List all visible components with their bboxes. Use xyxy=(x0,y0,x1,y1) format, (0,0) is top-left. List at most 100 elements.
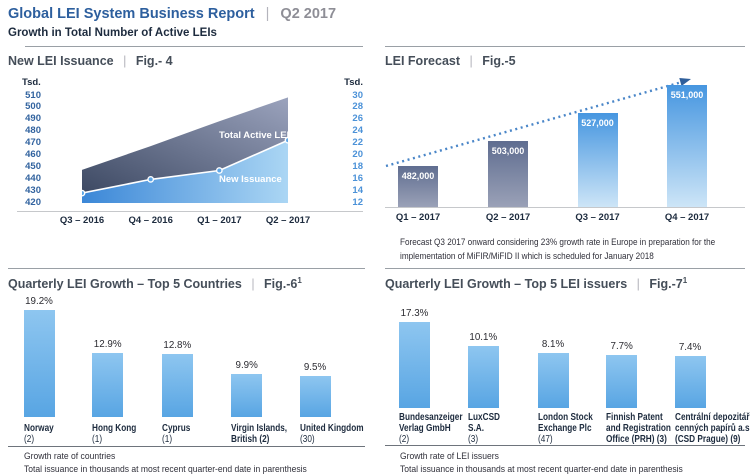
right-tick-label: 20 xyxy=(352,148,363,160)
section-new-lei-issuance: New LEI Issuance | Fig.- 4 Tsd. Tsd. 510… xyxy=(8,46,365,268)
right-tick-label: 26 xyxy=(352,113,363,125)
category-label-line: Cyprus xyxy=(161,423,191,434)
issuer-growth-bar xyxy=(606,354,638,408)
fig4-x-label: Q1 – 2017 xyxy=(197,215,242,226)
fig7-title-pipe: | xyxy=(636,277,640,292)
forecast-trend-line xyxy=(385,78,691,168)
category-label: Virgin Islands, British (2) xyxy=(231,423,332,445)
fig6-title: Quarterly LEI Growth – Top 5 Countries |… xyxy=(8,276,302,291)
category-label-line: Exchange Plc xyxy=(537,423,592,435)
section-divider xyxy=(385,46,745,47)
right-tick-label: 24 xyxy=(352,125,363,137)
forecast-bar: 551,000 xyxy=(667,85,707,207)
issuer-growth-bar xyxy=(674,355,706,408)
right-tick-label: 12 xyxy=(352,196,363,208)
fig7-footnote-marker: 1 xyxy=(682,276,688,285)
forecast-caption: Forecast Q3 2017 onward considering 23% … xyxy=(400,237,716,263)
left-tick-label: 430 xyxy=(25,184,41,196)
category-label-line: (1) xyxy=(161,434,172,446)
new-issuance-marker xyxy=(147,176,155,183)
fig4-title: New LEI Issuance | Fig.- 4 xyxy=(8,54,173,68)
total-active-leis-label: Total Active LEIs xyxy=(219,130,295,141)
fig5-x-label: Q1 – 2017 xyxy=(395,212,441,223)
section-divider xyxy=(25,46,363,47)
category-label-line: Hong Kong xyxy=(92,423,137,434)
category-label: London Stock Exchange Plc (47) xyxy=(538,412,639,446)
right-tick-label: 30 xyxy=(352,89,363,101)
new-issuance-area xyxy=(82,140,288,203)
growth-pct-label: 17.3% xyxy=(400,307,429,319)
new-issuance-line xyxy=(82,139,288,194)
category-label: Cyprus (1) xyxy=(162,423,263,445)
fig7-fig-label: Fig.-7 xyxy=(649,277,683,292)
fig5-x-label: Q2 – 2017 xyxy=(485,212,531,223)
category-label-line: S.A. xyxy=(467,423,484,435)
countries-bar-chart xyxy=(8,268,365,417)
fig4-axis-line xyxy=(17,211,363,212)
category-label: United Kingdom (30) xyxy=(300,423,401,445)
country-growth-bar xyxy=(23,310,55,417)
fig6-caption-divider xyxy=(8,446,365,447)
right-tick-label: 14 xyxy=(352,184,363,196)
forecast-bar-value: 482,000 xyxy=(401,170,435,181)
fig4-title-text: New LEI Issuance xyxy=(8,54,114,68)
category-label-line: (CSD Prague) (9) xyxy=(674,434,740,446)
left-tick-label: 490 xyxy=(25,113,41,125)
right-tick-label: 22 xyxy=(352,137,363,149)
fig7-caption-2: Total issuance in thousands at most rece… xyxy=(400,464,683,475)
forecast-bar: 482,000 xyxy=(398,165,438,207)
category-label: Norway (2) xyxy=(24,423,125,445)
left-tick-label: 480 xyxy=(25,125,41,137)
growth-pct-label: 7.4% xyxy=(678,341,702,353)
issuance-area-chart xyxy=(82,95,288,204)
left-tick-label: 500 xyxy=(25,101,41,113)
growth-pct-label: 7.7% xyxy=(610,340,633,352)
country-growth-bar xyxy=(231,373,263,417)
growth-pct-label: 12.9% xyxy=(93,339,122,350)
category-label-line: Virgin Islands, xyxy=(231,423,288,434)
category-label-line: United Kingdom xyxy=(299,423,364,434)
fig4-title-pipe: | xyxy=(123,54,127,68)
category-label-line: Bundesanzeiger xyxy=(399,412,463,423)
fig7-title: Quarterly LEI Growth – Top 5 LEI issuers… xyxy=(385,276,687,291)
section-top5-countries: Quarterly LEI Growth – Top 5 Countries |… xyxy=(8,268,365,476)
right-tick-label: 16 xyxy=(352,172,363,184)
fig6-title-pipe: | xyxy=(251,277,255,292)
report-title: Global LEI System Business Report xyxy=(8,6,255,22)
category-label-line: (2) xyxy=(23,434,34,446)
issuer-growth-bar xyxy=(537,353,569,408)
category-label: Finnish Patent and Registration Office (PR… xyxy=(606,412,707,446)
category-label-line: British (2) xyxy=(231,434,270,446)
fig7-title-text: Quarterly LEI Growth – Top 5 LEI issuers xyxy=(385,277,628,292)
trend-arrow-icon xyxy=(679,78,691,86)
category-label-line: Finnish Patent xyxy=(606,412,663,423)
new-issuance-marker xyxy=(215,167,223,174)
category-label-line: (2) xyxy=(399,434,410,446)
left-tick-label: 420 xyxy=(25,196,41,208)
section-divider xyxy=(8,268,365,269)
fig7-caption-divider xyxy=(385,445,745,446)
issuer-growth-bar xyxy=(399,321,430,408)
fig7-caption-1: Growth rate of LEI issuers xyxy=(400,451,499,462)
category-label-line: (30) xyxy=(299,434,315,446)
page-title: Global LEI System Business Report | Q2 2… xyxy=(8,6,336,22)
issuer-growth-bar xyxy=(467,346,499,408)
growth-pct-label: 9.9% xyxy=(235,359,258,371)
forecast-bar: 503,000 xyxy=(488,141,528,207)
category-label-line: Norway xyxy=(23,423,54,434)
forecast-bar-chart: 482,000 503,000 527,000 551,000 xyxy=(385,46,745,208)
country-growth-bar xyxy=(299,376,331,417)
right-axis-ticks: 30 28 26 24 22 20 18 16 14 12 xyxy=(330,46,363,268)
growth-pct-label: 9.5% xyxy=(303,362,327,374)
left-axis-ticks: 510 500 490 480 470 460 450 440 430 420 xyxy=(8,46,41,268)
left-tick-label: 470 xyxy=(25,137,41,149)
growth-pct-label: 10.1% xyxy=(469,332,498,344)
fig6-title-text: Quarterly LEI Growth – Top 5 Countries xyxy=(8,277,242,292)
fig4-x-label: Q2 – 2017 xyxy=(265,215,311,226)
section-lei-forecast: LEI Forecast | Fig.-5 482,000 503,000 527,… xyxy=(385,46,745,268)
category-label-line: cenných papírů a.s. xyxy=(674,423,750,435)
new-issuance-label: New Issuance xyxy=(219,174,282,185)
fig6-footnote-marker: 1 xyxy=(297,276,302,285)
right-tick-label: 28 xyxy=(352,101,363,113)
